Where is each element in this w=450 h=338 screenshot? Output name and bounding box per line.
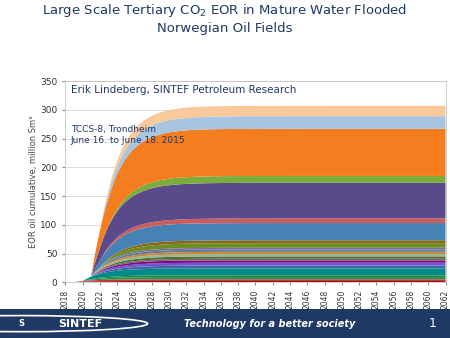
Text: 1: 1 bbox=[428, 317, 436, 330]
Text: SINTEF: SINTEF bbox=[58, 319, 103, 329]
Text: Erik Lindeberg, SINTEF Petroleum Research: Erik Lindeberg, SINTEF Petroleum Researc… bbox=[71, 85, 297, 95]
Text: Large Scale Tertiary CO$_2$ EOR in Mature Water Flooded
Norwegian Oil Fields: Large Scale Tertiary CO$_2$ EOR in Matur… bbox=[42, 2, 408, 35]
Text: Technology for a better society: Technology for a better society bbox=[184, 319, 356, 329]
Y-axis label: EOR oil cumulative, million Sm³: EOR oil cumulative, million Sm³ bbox=[29, 115, 38, 248]
Text: S: S bbox=[18, 319, 25, 328]
Text: TCCS-8, Trondheim
June 16. to June 18. 2015: TCCS-8, Trondheim June 16. to June 18. 2… bbox=[71, 125, 185, 145]
